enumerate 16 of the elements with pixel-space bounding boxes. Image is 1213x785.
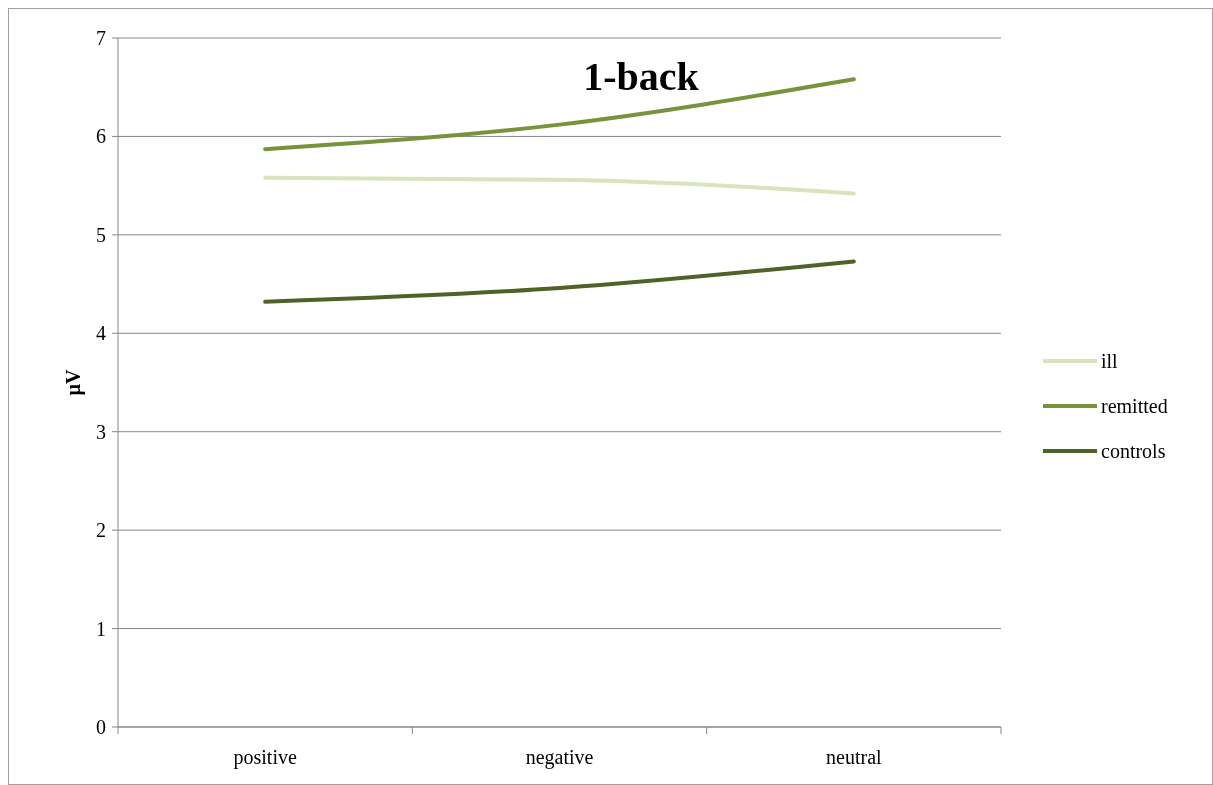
y-tick-label: 2 xyxy=(96,519,106,542)
y-tick-label: 6 xyxy=(96,125,106,148)
y-tick-label: 3 xyxy=(96,420,106,443)
legend-label: controls xyxy=(1101,440,1166,462)
y-tick-label: 7 xyxy=(96,27,106,49)
x-tick-label: negative xyxy=(525,746,594,769)
chart-title: 1-back xyxy=(583,54,700,99)
y-tick-label: 4 xyxy=(96,322,106,345)
y-tick-label: 5 xyxy=(96,223,106,246)
y-axis-title: µV xyxy=(62,368,85,396)
y-tick-label: 0 xyxy=(96,716,106,738)
x-tick-label: positive xyxy=(233,746,297,769)
x-tick-label: neutral xyxy=(826,746,883,768)
y-tick-label: 1 xyxy=(96,617,106,640)
legend-label: remitted xyxy=(1101,395,1168,417)
legend-label: ill xyxy=(1101,350,1119,372)
